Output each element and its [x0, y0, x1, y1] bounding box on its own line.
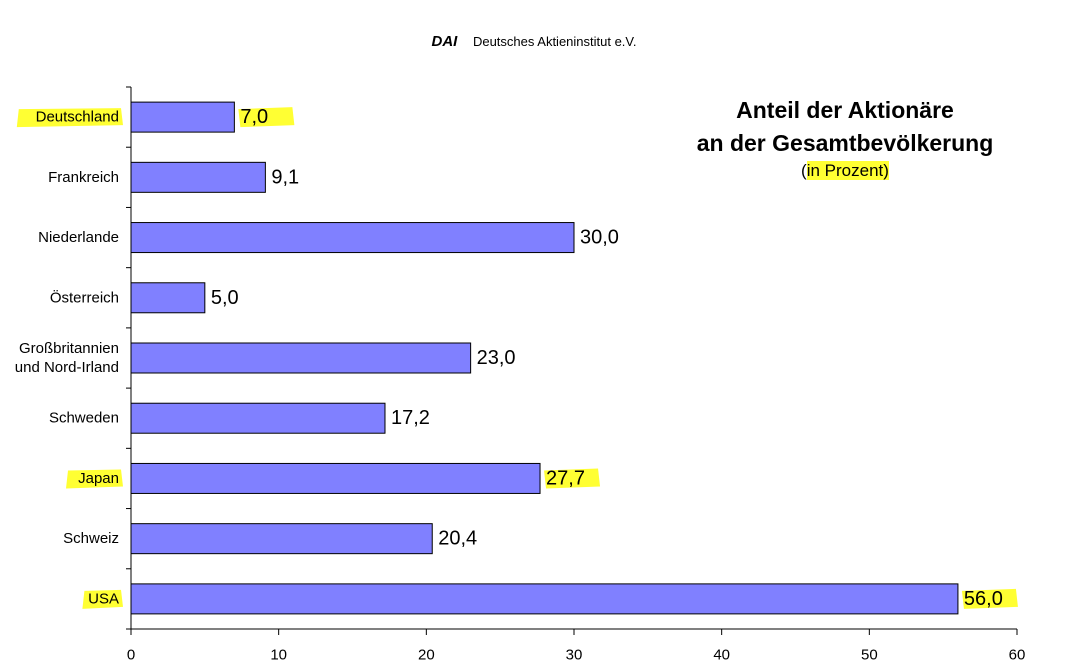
- x-tick-label: 30: [566, 647, 583, 664]
- bar-value-label: 27,7: [546, 467, 585, 489]
- value-highlight-marker: [544, 468, 601, 489]
- chart-title-block: Anteil der Aktionäre an der Gesamtbevölk…: [660, 94, 1030, 182]
- subtitle-open-paren: (: [801, 161, 807, 180]
- subtitle-text: in Prozent: [806, 161, 884, 180]
- bar: [130, 342, 472, 374]
- x-tick-label: 60: [1009, 647, 1026, 664]
- bar-value-label: 5,0: [211, 287, 239, 309]
- bar-value-label: 30,0: [580, 227, 619, 249]
- chart-header: DAI Deutsches Aktieninstitut e.V.: [0, 33, 1068, 50]
- brand-label: DAI: [431, 33, 458, 50]
- bar: [130, 161, 266, 193]
- chart-title-line-1: Anteil der Aktionäre: [736, 97, 954, 123]
- bar: [130, 222, 575, 254]
- x-tick-label: 20: [418, 647, 435, 664]
- category-highlight-marker: [82, 589, 123, 609]
- category-label: Schweden: [49, 410, 119, 427]
- chart-subtitle: (in Prozent): [660, 160, 1030, 182]
- value-highlight-marker: [238, 107, 295, 128]
- category-label: Schweiz: [63, 530, 119, 547]
- bar: [130, 523, 433, 555]
- bar-value-label: 9,1: [271, 166, 299, 188]
- x-tick-label: 50: [861, 647, 878, 664]
- bar-value-label: 7,0: [240, 106, 268, 128]
- bar: [130, 282, 206, 314]
- bar-value-label: 17,2: [391, 407, 430, 429]
- category-label: Frankreich: [48, 169, 119, 186]
- org-label: Deutsches Aktieninstitut e.V.: [472, 34, 637, 49]
- value-highlight-marker: [961, 588, 1018, 609]
- bar: [130, 462, 541, 494]
- category-label: Niederlande: [38, 229, 119, 246]
- bar-value-label: 20,4: [438, 528, 477, 550]
- category-label: und Nord-Irland: [15, 359, 119, 376]
- category-label: Japan: [78, 470, 119, 487]
- category-highlight-marker: [16, 108, 123, 128]
- bar-value-label: 23,0: [477, 347, 516, 369]
- subtitle-close-paren: ): [883, 161, 889, 180]
- bar: [130, 583, 959, 615]
- x-tick-label: 0: [127, 647, 135, 664]
- x-tick-label: 10: [270, 647, 287, 664]
- bar: [130, 101, 235, 133]
- bar-value-label: 56,0: [964, 588, 1003, 610]
- category-label: Großbritannien: [19, 340, 119, 357]
- bar: [130, 402, 386, 434]
- category-label: Österreich: [50, 288, 119, 306]
- chart-title-line-2: an der Gesamtbevölkerung: [696, 130, 994, 156]
- category-label: Deutschland: [36, 109, 119, 126]
- category-highlight-marker: [66, 469, 123, 489]
- x-tick-label: 40: [713, 647, 730, 664]
- category-label: USA: [88, 590, 119, 607]
